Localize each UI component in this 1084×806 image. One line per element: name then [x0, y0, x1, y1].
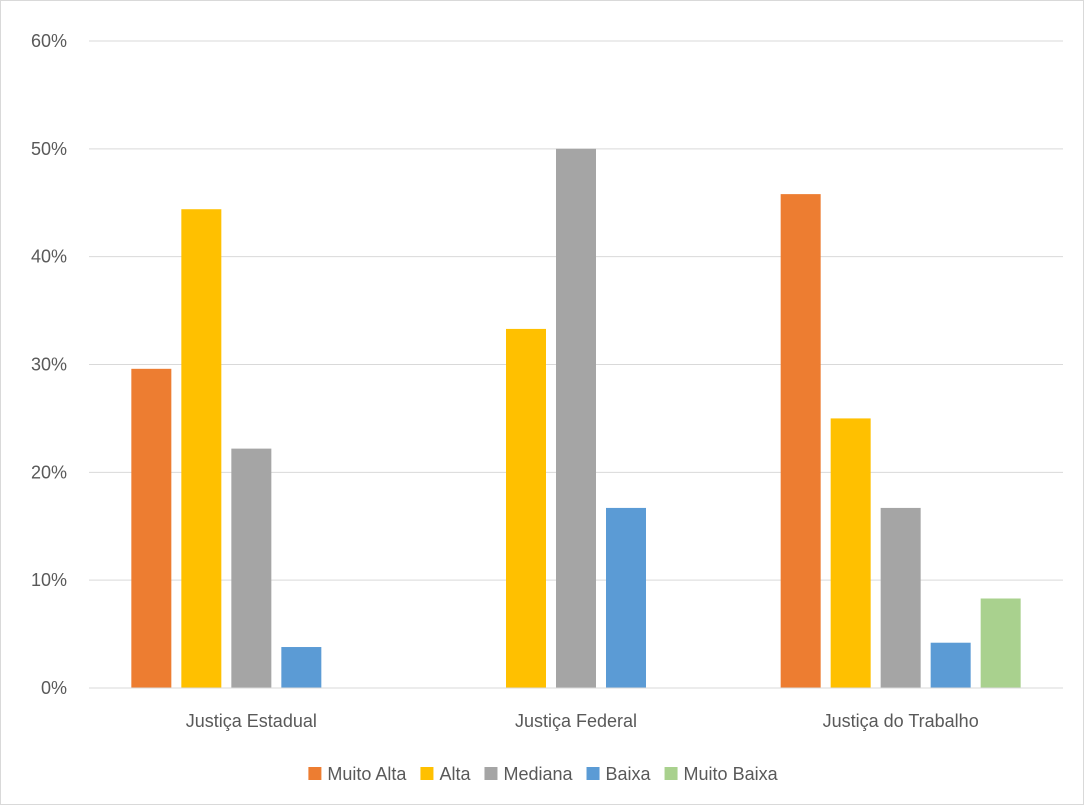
category-label: Justiça Federal — [515, 711, 637, 731]
y-tick-label: 10% — [31, 570, 67, 590]
legend-swatch — [664, 767, 678, 780]
legend-swatch — [308, 767, 322, 780]
bar-alta-3 — [830, 418, 871, 688]
legend-label: Muito Baixa — [684, 764, 779, 784]
y-tick-label: 0% — [41, 678, 67, 698]
bar-muito-alta-3 — [780, 194, 821, 688]
legend-swatch — [586, 767, 600, 780]
legend-swatch — [484, 767, 498, 780]
bar-muito-alta-1 — [131, 368, 172, 688]
legend-label: Muito Alta — [327, 764, 407, 784]
bar-mediana-2 — [556, 148, 596, 689]
bar-baixa-1 — [281, 647, 322, 688]
y-tick-label: 50% — [31, 139, 67, 159]
bar-alta-2 — [506, 328, 546, 688]
legend: Muito Alta Alta Mediana Baixa Muito Baixa — [308, 764, 779, 784]
y-tick-label: 30% — [31, 355, 67, 375]
category-label: Justiça do Trabalho — [823, 711, 979, 731]
bar-mediana-3 — [880, 507, 921, 688]
category-label: Justiça Estadual — [186, 711, 317, 731]
bar-baixa-2 — [606, 507, 646, 688]
bar-alta-1 — [181, 209, 222, 688]
legend-label: Mediana — [503, 764, 573, 784]
legend-label: Baixa — [606, 764, 652, 784]
legend-swatch — [420, 767, 434, 780]
bar-baixa-3 — [930, 642, 971, 688]
y-tick-label: 20% — [31, 462, 67, 482]
category-labels: Justiça Estadual Justiça Federal Justiça d… — [186, 711, 979, 731]
y-tick-label: 60% — [31, 31, 67, 51]
legend-label: Alta — [439, 764, 471, 784]
y-tick-label: 40% — [31, 247, 67, 267]
y-axis-tick-labels: 0% 10% 20% 30% 40% 50% 60% — [31, 31, 67, 698]
bars — [131, 148, 1021, 689]
bar-mediana-1 — [231, 448, 272, 688]
bar-muito-baixa-3 — [980, 598, 1021, 688]
